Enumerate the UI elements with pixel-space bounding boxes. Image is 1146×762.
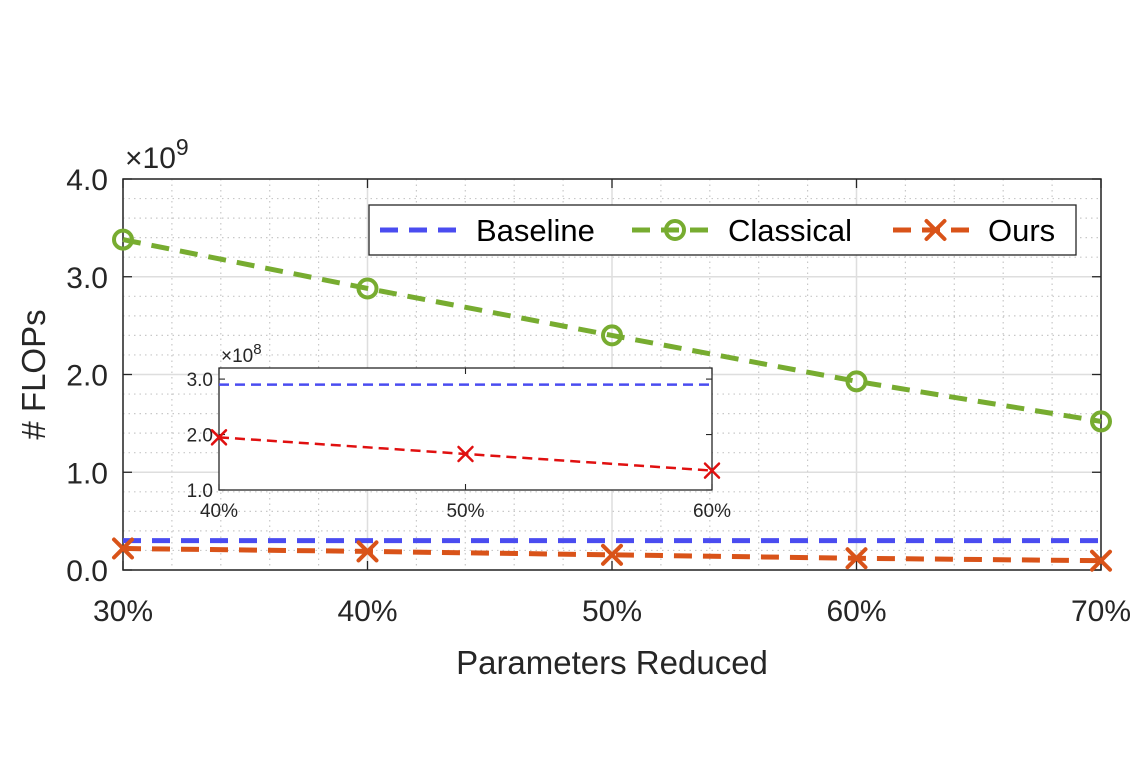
classical-marker [112, 228, 134, 251]
y-exponent: 9 [176, 134, 189, 160]
y-tick-label: 4.0 [66, 164, 108, 197]
y-tick-label: 0.0 [66, 555, 108, 588]
legend-marker-ours [924, 219, 947, 241]
inset-y-tick-label: 3.0 [187, 370, 213, 391]
y-tick-label: 1.0 [66, 457, 108, 490]
ours-marker [112, 537, 134, 560]
classical-marker [1090, 410, 1112, 433]
inset-x-tick-label: 60% [693, 501, 731, 522]
x-axis-label: Parameters Reduced [456, 644, 768, 681]
classical-marker [845, 370, 868, 393]
y-axis-label: # FLOPs [15, 309, 52, 439]
classical-marker [356, 277, 379, 300]
ours-marker [356, 540, 379, 563]
inset-y-multiplier: ×10 [221, 346, 253, 367]
ours-marker [845, 547, 868, 570]
inset-y-exponent: 8 [253, 341, 261, 358]
ours-marker [1090, 549, 1112, 572]
inset-marker-1 [210, 429, 228, 446]
inset-axes-box [218, 367, 713, 491]
legend-marker-classical [664, 219, 686, 241]
inset-y-tick-label: 2.0 [187, 426, 213, 447]
y-tick-label: 3.0 [66, 262, 108, 295]
x-tick-label: 60% [826, 595, 886, 628]
legend-label-baseline: Baseline [476, 213, 595, 248]
classical-marker [601, 324, 623, 347]
inset-y-exponent-label: ×108 [221, 341, 262, 367]
inset-marker-1 [457, 445, 474, 463]
inset-x-tick-label: 40% [200, 501, 238, 522]
x-tick-label: 70% [1071, 595, 1131, 628]
y-exponent-label: ×109 [125, 134, 189, 175]
y-multiplier: ×10 [125, 142, 176, 175]
x-tick-label: 30% [93, 595, 153, 628]
ours-marker [601, 543, 623, 566]
x-tick-label: 40% [337, 595, 397, 628]
legend-label-classical: Classical [728, 213, 852, 248]
series-line-classical [122, 237, 1102, 424]
y-tick-label: 2.0 [66, 360, 108, 393]
series-line-ours [122, 545, 1102, 564]
legend-label-ours: Ours [988, 213, 1055, 248]
inset-y-tick-label: 1.0 [187, 481, 213, 502]
x-tick-label: 50% [582, 595, 642, 628]
inset-x-tick-label: 50% [446, 501, 484, 522]
inset-marker-1 [703, 462, 721, 479]
